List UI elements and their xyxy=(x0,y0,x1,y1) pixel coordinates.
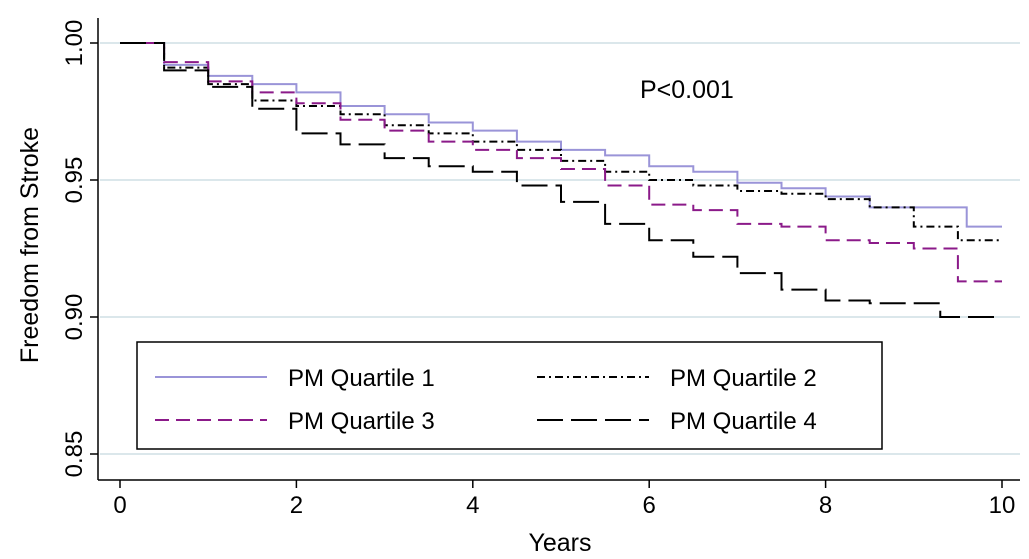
x-axis-title: Years xyxy=(528,529,591,557)
x-tick-label: 10 xyxy=(989,492,1016,519)
x-tick-label: 4 xyxy=(466,492,479,519)
y-tick-label: 0.85 xyxy=(61,431,88,478)
y-tick-label: 0.90 xyxy=(61,294,88,341)
legend-label-2: PM Quartile 2 xyxy=(670,365,817,392)
axes: 0.85 0.90 0.95 1.00 0 2 4 6 8 10 xyxy=(61,18,1020,519)
series-line-4 xyxy=(120,42,1002,318)
x-tick-label: 8 xyxy=(819,492,832,519)
legend: PM Quartile 1 PM Quartile 2 PM Quartile 3 P… xyxy=(136,341,883,450)
series-layer xyxy=(120,42,1002,318)
legend-label-3: PM Quartile 3 xyxy=(288,408,435,435)
x-tick-label: 2 xyxy=(290,492,303,519)
x-tick-label: 0 xyxy=(113,492,126,519)
legend-label-1: PM Quartile 1 xyxy=(288,365,435,392)
x-tick-label: 6 xyxy=(643,492,656,519)
p-value-annotation: P<0.001 xyxy=(640,76,734,104)
series-line-1 xyxy=(120,42,1002,228)
y-axis-title: Freedom from Stroke xyxy=(16,127,44,363)
legend-box xyxy=(136,341,883,450)
series-line-2 xyxy=(120,42,1002,242)
y-tick-label: 1.00 xyxy=(61,20,88,67)
legend-label-4: PM Quartile 4 xyxy=(670,408,817,435)
series-line-3 xyxy=(120,42,1002,283)
gridlines xyxy=(100,42,1020,455)
y-tick-label: 0.95 xyxy=(61,157,88,204)
